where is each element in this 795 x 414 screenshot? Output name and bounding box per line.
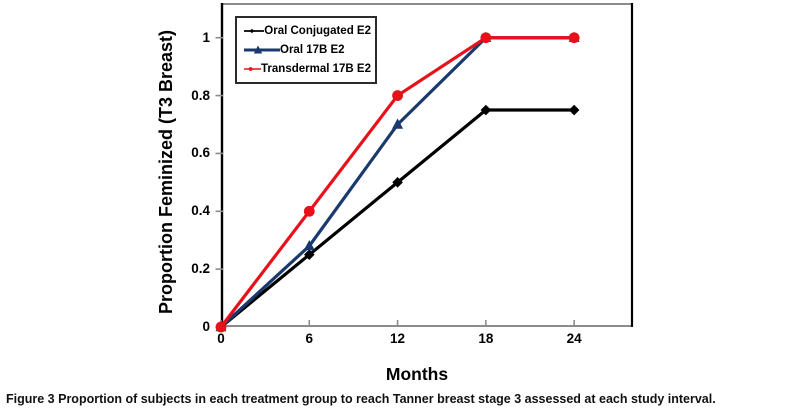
x-tick-label: 0 [217, 331, 225, 346]
x-tick-label: 18 [478, 331, 494, 346]
data-point-circle [568, 32, 580, 44]
plot-svg [215, 3, 634, 333]
legend-label: Transdermal 17B E2 [261, 63, 371, 75]
legend: Oral Conjugated E2 Oral 17B E2 Transdermal… [235, 16, 377, 84]
y-tick-label: 0 [202, 319, 210, 334]
legend-label: Oral 17B E2 [280, 44, 345, 56]
diamond-legend-swatch-icon [244, 28, 265, 34]
series-line [219, 108, 575, 329]
data-point-circle [215, 321, 227, 333]
data-point-circle [480, 32, 492, 44]
y-axis-title: Proportion Feminized (T3 Breast) [156, 29, 176, 315]
y-tick-label: 1 [202, 29, 210, 45]
data-point-diamond [392, 177, 403, 188]
data-point-circle [392, 90, 403, 101]
x-tick-label: 24 [566, 331, 582, 346]
legend-item-2: Oral 17B E2 [244, 43, 371, 57]
triangle-legend-swatch-icon [244, 45, 280, 54]
data-point-circle [303, 205, 315, 217]
y-tick-label: 0.6 [191, 145, 210, 161]
data-point-diamond [568, 104, 580, 116]
circle-legend-swatch-icon [244, 67, 262, 71]
caption-label: Figure 3 [6, 392, 55, 406]
x-tick-label: 12 [390, 331, 406, 346]
y-tick-label: 0.4 [191, 203, 210, 219]
y-tick-label: 0.8 [191, 87, 210, 103]
caption-text: Proportion of subjects in each treatment… [58, 392, 716, 406]
data-point-diamond [480, 104, 492, 116]
legend-item-3: Transdermal 17B E2 [244, 62, 371, 76]
x-tick-label: 6 [305, 331, 314, 346]
legend-item-1: Oral Conjugated E2 [244, 24, 371, 38]
data-point-triangle [392, 118, 404, 129]
figure-caption: Figure 3 Proportion of subjects in each … [6, 392, 791, 406]
data-point-diamond [303, 249, 315, 260]
y-tick-label: 0.2 [191, 261, 210, 277]
legend-label: Oral Conjugated E2 [264, 25, 371, 37]
x-axis-title: Months [385, 364, 449, 384]
data-point-triangle [303, 240, 315, 251]
